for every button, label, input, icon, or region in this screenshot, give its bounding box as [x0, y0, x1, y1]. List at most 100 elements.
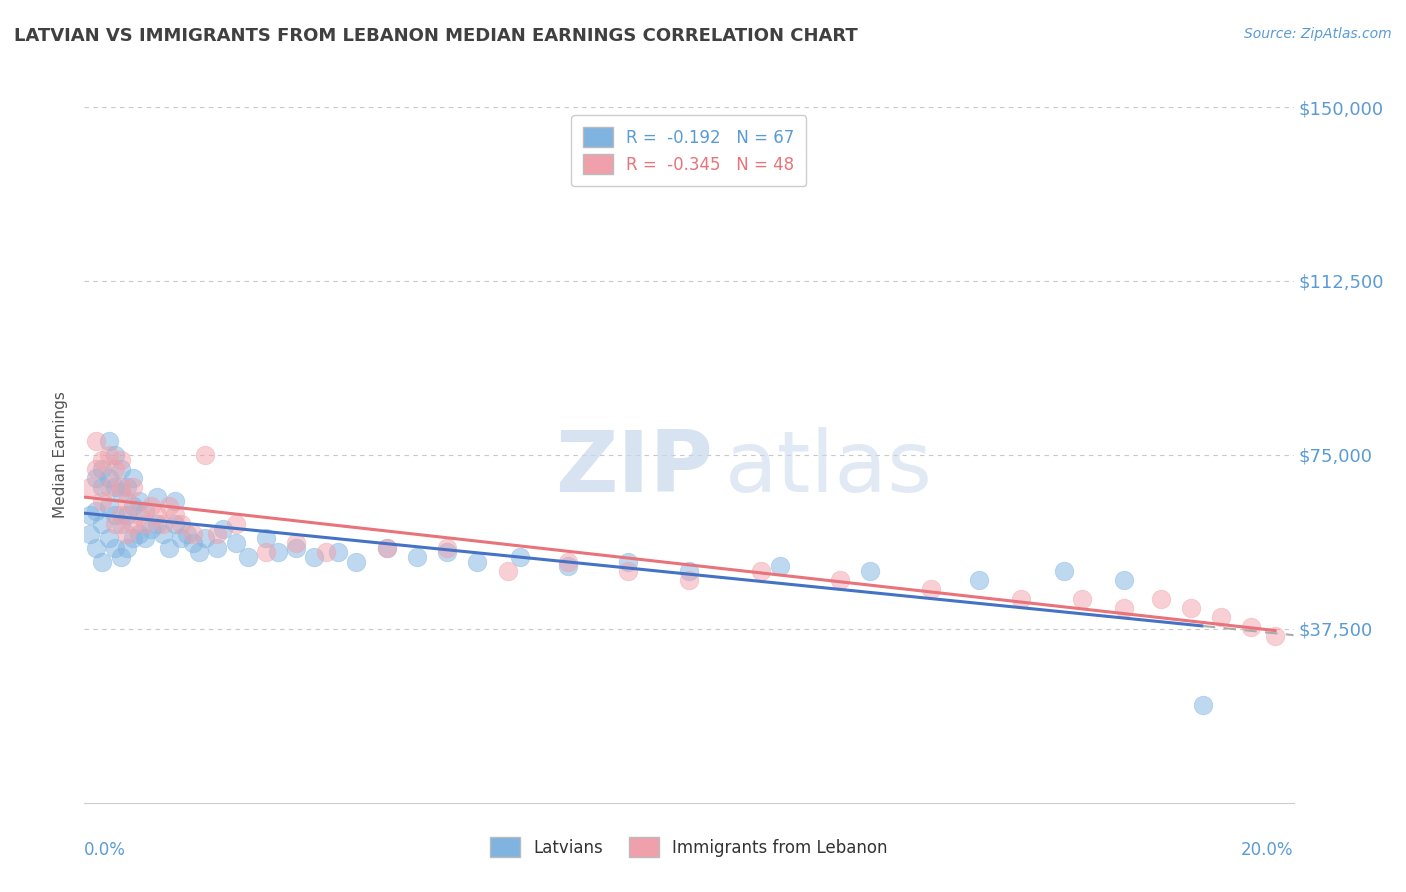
- Point: [79, 480, 101, 494]
- Point: [104, 517, 127, 532]
- Point: [207, 526, 229, 541]
- Point: [86, 434, 108, 448]
- Point: [91, 452, 114, 467]
- Point: [165, 517, 187, 532]
- Point: [1209, 610, 1232, 624]
- Point: [165, 494, 187, 508]
- Point: [79, 526, 101, 541]
- Point: [769, 559, 792, 574]
- Point: [375, 541, 398, 555]
- Point: [967, 573, 990, 587]
- Point: [86, 503, 108, 517]
- Point: [254, 532, 277, 546]
- Point: [285, 541, 308, 555]
- Point: [212, 522, 235, 536]
- Point: [194, 448, 217, 462]
- Point: [1264, 629, 1286, 643]
- Point: [406, 549, 429, 564]
- Point: [346, 555, 368, 569]
- Text: Source: ZipAtlas.com: Source: ZipAtlas.com: [1244, 27, 1392, 41]
- Point: [1011, 591, 1033, 606]
- Text: 0.0%: 0.0%: [84, 841, 127, 859]
- Point: [1192, 698, 1215, 713]
- Point: [128, 526, 150, 541]
- Point: [678, 573, 700, 587]
- Point: [97, 448, 120, 462]
- Point: [236, 549, 259, 564]
- Point: [617, 555, 640, 569]
- Point: [315, 545, 337, 559]
- Point: [121, 471, 143, 485]
- Point: [121, 517, 143, 532]
- Point: [110, 549, 132, 564]
- Point: [375, 541, 398, 555]
- Point: [1240, 619, 1263, 633]
- Point: [86, 471, 108, 485]
- Point: [1053, 564, 1076, 578]
- Point: [509, 549, 531, 564]
- Point: [1180, 601, 1202, 615]
- Text: atlas: atlas: [725, 427, 934, 510]
- Point: [91, 555, 114, 569]
- Point: [225, 536, 247, 550]
- Point: [139, 499, 162, 513]
- Point: [557, 555, 579, 569]
- Point: [97, 532, 120, 546]
- Point: [302, 549, 325, 564]
- Point: [97, 471, 120, 485]
- Point: [436, 541, 458, 555]
- Point: [157, 499, 180, 513]
- Point: [128, 508, 150, 523]
- Point: [467, 555, 489, 569]
- Point: [146, 490, 169, 504]
- Point: [115, 494, 138, 508]
- Point: [110, 480, 132, 494]
- Point: [104, 541, 127, 555]
- Point: [285, 536, 308, 550]
- Point: [121, 532, 143, 546]
- Point: [104, 448, 127, 462]
- Point: [170, 517, 193, 532]
- Point: [115, 508, 138, 523]
- Point: [496, 564, 519, 578]
- Point: [104, 480, 127, 494]
- Text: ZIP: ZIP: [555, 427, 713, 510]
- Point: [91, 494, 114, 508]
- Point: [557, 559, 579, 574]
- Point: [104, 462, 127, 476]
- Point: [115, 526, 138, 541]
- Point: [91, 517, 114, 532]
- Point: [830, 573, 852, 587]
- Point: [152, 517, 174, 532]
- Point: [1114, 601, 1136, 615]
- Point: [1149, 591, 1171, 606]
- Point: [134, 532, 156, 546]
- Point: [157, 541, 180, 555]
- Point: [104, 508, 127, 523]
- Point: [859, 564, 882, 578]
- Point: [165, 508, 187, 523]
- Point: [115, 480, 138, 494]
- Point: [1071, 591, 1094, 606]
- Point: [267, 545, 290, 559]
- Point: [146, 508, 169, 523]
- Point: [128, 494, 150, 508]
- Legend: Latvians, Immigrants from Lebanon: Latvians, Immigrants from Lebanon: [484, 830, 894, 864]
- Point: [617, 564, 640, 578]
- Point: [134, 517, 156, 532]
- Point: [176, 526, 198, 541]
- Point: [110, 452, 132, 467]
- Point: [920, 582, 942, 597]
- Point: [97, 480, 120, 494]
- Point: [91, 480, 114, 494]
- Point: [146, 517, 169, 532]
- Point: [170, 532, 193, 546]
- Point: [121, 499, 143, 513]
- Point: [139, 522, 162, 536]
- Point: [86, 462, 108, 476]
- Point: [181, 526, 204, 541]
- Point: [152, 526, 174, 541]
- Point: [110, 462, 132, 476]
- Point: [207, 541, 229, 555]
- Point: [254, 545, 277, 559]
